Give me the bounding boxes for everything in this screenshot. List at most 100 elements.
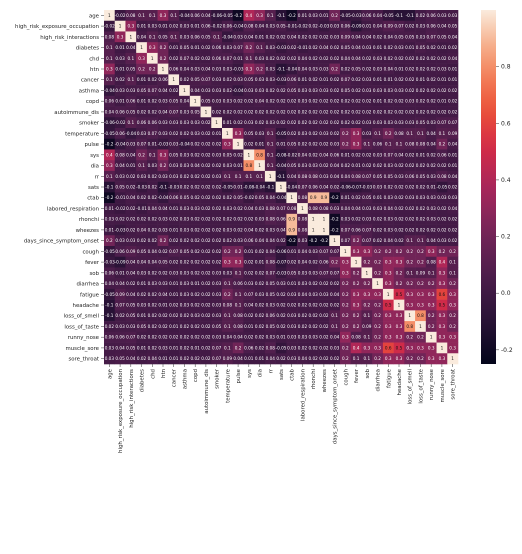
heatmap-cell (393, 106, 405, 118)
heatmap-cell (436, 224, 448, 236)
heatmap-cell (104, 192, 116, 204)
cell-value-label: 0.06 (105, 270, 115, 275)
heatmap-cell (382, 331, 394, 343)
heatmap-cell (264, 235, 276, 247)
cell-value-label: 0.01 (191, 45, 201, 50)
cell-value-label: 0.05 (405, 34, 415, 39)
heatmap-cell (232, 256, 244, 268)
cell-value-label: 0.03 (427, 217, 437, 222)
cell-value-label: 0.08 (298, 195, 308, 200)
heatmap-cell (254, 170, 266, 182)
cell-value-label: 0.04 (427, 142, 437, 147)
cell-value-label: 0.1 (417, 238, 424, 243)
cell-value-label: 0.04 (126, 270, 136, 275)
cell-value-label: 0.02 (319, 303, 329, 308)
cell-value-label: 0.05 (416, 174, 426, 179)
heatmap-cell (329, 63, 341, 75)
cell-value-label: 0.3 (406, 292, 413, 297)
cell-value-label: 0.2 (396, 281, 403, 286)
y-tick-label: ctab (87, 196, 99, 202)
cell-value-label: 0.04 (158, 88, 168, 93)
cell-value-label: 0.1 (267, 131, 274, 136)
heatmap-cell (382, 213, 394, 225)
heatmap-cell (393, 31, 405, 43)
cell-value-label: 0.02 (384, 109, 394, 114)
cell-value-label: 0.3 (428, 249, 435, 254)
cell-value-label: 0.04 (126, 152, 136, 157)
heatmap-cell (393, 95, 405, 107)
cell-value-label: 0.03 (266, 227, 276, 232)
cell-value-label: 0.02 (287, 45, 297, 50)
heatmap-cell (350, 138, 362, 150)
x-tick-label: rhonchi (311, 369, 317, 389)
cell-value-label: 0.05 (266, 292, 276, 297)
heatmap-cell (264, 52, 276, 64)
heatmap-cell (382, 128, 394, 140)
heatmap-cell (125, 10, 137, 22)
heatmap-cell (104, 331, 116, 343)
heatmap-cell (254, 267, 266, 279)
heatmap-cell (361, 235, 373, 247)
cell-value-label: 0.03 (330, 206, 340, 211)
cell-value-label: 0.2 (374, 356, 381, 361)
cell-value-label: 0.01 (158, 24, 168, 29)
cell-value-label: 0.03 (169, 142, 179, 147)
heatmap-cell (264, 213, 276, 225)
heatmap-cell (361, 288, 373, 300)
cell-value-label: 0.02 (148, 313, 158, 318)
heatmap-cell (318, 288, 330, 300)
heatmap-cell (254, 138, 266, 150)
heatmap-cell (393, 74, 405, 86)
y-tick-label: cancer (81, 78, 100, 84)
cell-value-label: 0.02 (341, 120, 351, 125)
x-tick-label: runny_nose (429, 368, 435, 400)
cell-value-label: 0.2 (439, 249, 446, 254)
cell-value-label: 0.03 (330, 24, 340, 29)
cell-value-label: 0.1 (449, 270, 456, 275)
y-tick-label: smoker (79, 121, 100, 127)
cell-value-label: 0.03 (212, 67, 222, 72)
cell-value-label: 0.01 (158, 356, 168, 361)
heatmap-cell (307, 117, 319, 129)
heatmap-cell (372, 256, 384, 268)
cell-value-label: 0.04 (180, 99, 190, 104)
cell-value-label: 0.02 (309, 345, 319, 350)
cell-value-label: 0.08 (309, 206, 319, 211)
cell-value-label: 0.02 (362, 152, 372, 157)
cell-value-label: 0.01 (191, 281, 201, 286)
cell-value-label: 0.04 (448, 142, 458, 147)
heatmap-cell (243, 117, 255, 129)
cell-value-label: 0.03 (287, 324, 297, 329)
cell-value-label: 0.04 (448, 34, 458, 39)
heatmap-cell (157, 310, 169, 322)
heatmap-cell (157, 321, 169, 333)
cell-value-label: 0.03 (394, 45, 404, 50)
heatmap-cell (350, 63, 362, 75)
cell-value-label: 0.2 (342, 292, 349, 297)
heatmap-cell (125, 106, 137, 118)
heatmap-cell (200, 160, 212, 172)
cell-value-label: 0.02 (180, 324, 190, 329)
cell-value-label: 0.02 (448, 227, 458, 232)
heatmap-cell (232, 192, 244, 204)
cell-value-label: 1 (365, 270, 368, 275)
cell-value-label: 0.1 (213, 34, 220, 39)
cell-value-label: -0.05 (222, 13, 233, 18)
heatmap-cell (361, 85, 373, 97)
cell-value-label: 0.2 (224, 292, 231, 297)
heatmap-cell (125, 288, 137, 300)
cell-value-label: 0.07 (394, 24, 404, 29)
cell-value-label: 0.02 (448, 99, 458, 104)
cell-value-label: -0.2 (288, 238, 297, 243)
cell-value-label: 0.04 (158, 206, 168, 211)
heatmap-cell (340, 149, 352, 161)
cell-value-label: 0.03 (223, 227, 233, 232)
cell-value-label: 1 (441, 345, 444, 350)
heatmap-cell (157, 20, 169, 32)
cell-value-label: 0.01 (137, 24, 147, 29)
cell-value-label: 0.03 (212, 335, 222, 340)
cell-value-label: 0.02 (115, 77, 125, 82)
cell-value-label: 0.03 (287, 292, 297, 297)
heatmap-cell (222, 181, 234, 193)
heatmap-cell (382, 256, 394, 268)
